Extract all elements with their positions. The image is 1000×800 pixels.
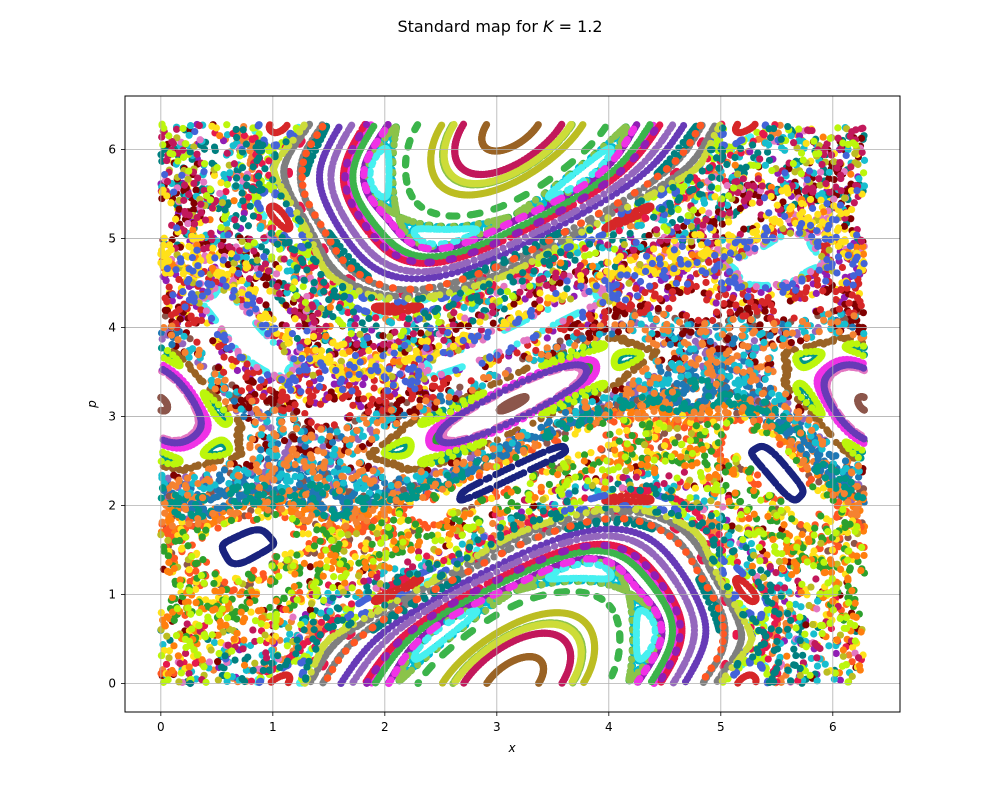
x-tick-label: 4 (605, 720, 613, 734)
y-tick-label: 5 (108, 231, 116, 245)
scatter-points (125, 96, 900, 712)
y-tick-label: 0 (108, 677, 116, 691)
x-axis-ticks: 0 1 2 3 4 5 6 (157, 712, 837, 734)
y-tick-label: 2 (108, 498, 116, 512)
orbit-points-raster (125, 96, 900, 712)
y-axis-ticks: 0 1 2 3 4 5 6 (108, 142, 125, 691)
chart-title: Standard map for K = 1.2 (397, 17, 602, 36)
x-tick-label: 3 (493, 720, 501, 734)
x-tick-label: 2 (381, 720, 389, 734)
y-axis-label: p (85, 400, 99, 409)
x-tick-label: 1 (269, 720, 277, 734)
y-tick-label: 6 (108, 142, 116, 156)
y-tick-label: 4 (108, 320, 116, 334)
x-axis-label: x (507, 741, 516, 755)
x-tick-label: 5 (717, 720, 725, 734)
x-tick-label: 0 (157, 720, 165, 734)
y-tick-label: 3 (108, 409, 116, 423)
grid-lines (125, 96, 900, 712)
y-tick-label: 1 (108, 587, 116, 601)
x-tick-label: 6 (829, 720, 837, 734)
axes-frame (124, 95, 901, 713)
